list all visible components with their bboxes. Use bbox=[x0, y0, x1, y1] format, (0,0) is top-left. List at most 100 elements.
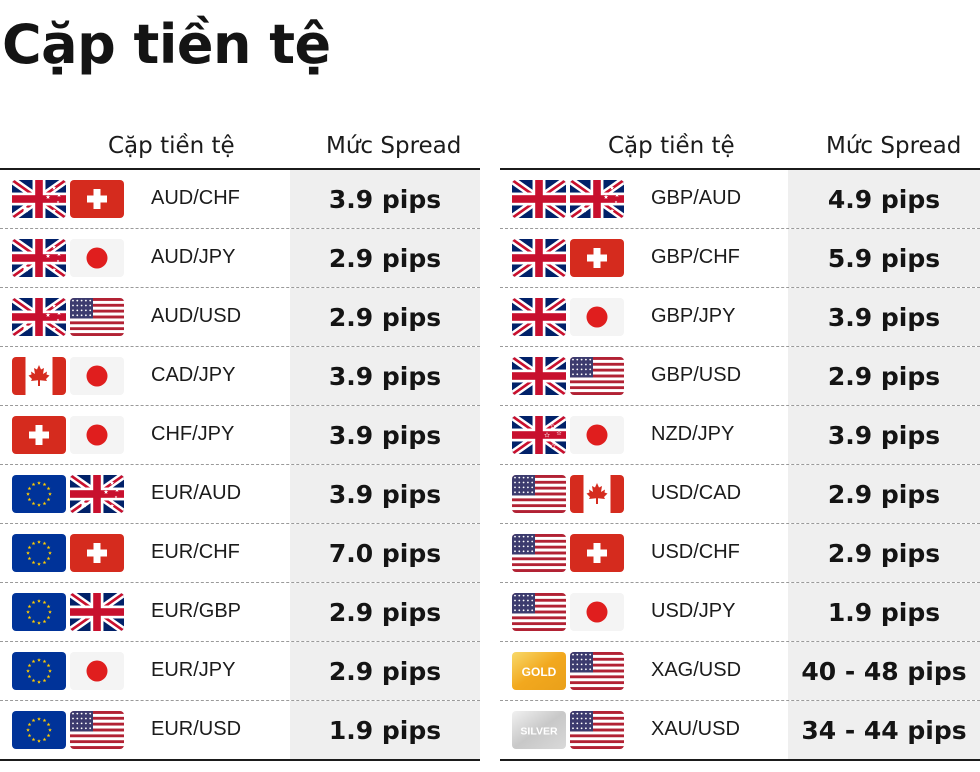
currency-pair: AUD/USD bbox=[151, 305, 242, 327]
spread-value: 34 - 44 pips bbox=[788, 701, 980, 759]
table-row: GBP/JPY 3.9 pips bbox=[500, 288, 980, 347]
currency-pair: EUR/GBP bbox=[151, 600, 242, 622]
japan-flag-icon bbox=[70, 416, 124, 454]
uk-flag-icon bbox=[512, 298, 566, 336]
usa-flag-icon bbox=[70, 298, 124, 336]
flag-pair bbox=[12, 239, 126, 277]
currency-pair: EUR/AUD bbox=[151, 482, 242, 504]
switzerland-flag-icon bbox=[70, 180, 124, 218]
usa-flag-icon bbox=[570, 652, 624, 690]
spread-value: 3.9 pips bbox=[290, 406, 480, 464]
table-row: EUR/GBP 2.9 pips bbox=[0, 583, 480, 642]
uk-flag-icon bbox=[512, 239, 566, 277]
flag-pair bbox=[12, 357, 126, 395]
usa-flag-icon bbox=[570, 711, 624, 749]
table-row: GOLD XAG/USD 40 - 48 pips bbox=[500, 642, 980, 701]
table-row: USD/CAD 2.9 pips bbox=[500, 465, 980, 524]
japan-flag-icon bbox=[70, 652, 124, 690]
flag-pair bbox=[512, 357, 626, 395]
table-row: AUD/JPY 2.9 pips bbox=[0, 229, 480, 288]
table-row: EUR/CHF 7.0 pips bbox=[0, 524, 480, 583]
spread-value: 2.9 pips bbox=[290, 288, 480, 346]
table-row: EUR/AUD 3.9 pips bbox=[0, 465, 480, 524]
table-row: NZD/JPY 3.9 pips bbox=[500, 406, 980, 465]
new-zealand-flag-icon bbox=[512, 416, 566, 454]
flag-pair bbox=[512, 534, 626, 572]
table-row: GBP/AUD 4.9 pips bbox=[500, 170, 980, 229]
table-row: AUD/USD 2.9 pips bbox=[0, 288, 480, 347]
currency-pair: EUR/JPY bbox=[151, 659, 236, 681]
silver-badge-label: SILVER bbox=[520, 726, 558, 738]
gold-badge-icon: GOLD bbox=[512, 652, 566, 690]
flag-pair bbox=[512, 416, 626, 454]
currency-pair: GBP/CHF bbox=[651, 246, 740, 268]
usa-flag-icon bbox=[512, 475, 566, 513]
flag-pair bbox=[512, 180, 626, 218]
switzerland-flag-icon bbox=[12, 416, 66, 454]
currency-pair: USD/CAD bbox=[651, 482, 742, 504]
australia-flag-icon bbox=[70, 475, 124, 513]
flag-pair bbox=[512, 475, 626, 513]
column-header-spread: Mức Spread bbox=[826, 133, 962, 159]
currency-pair: CHF/JPY bbox=[151, 423, 235, 445]
table-header: Cặp tiền tệ Mức Spread bbox=[0, 128, 480, 170]
flag-pair bbox=[12, 652, 126, 690]
canada-flag-icon bbox=[12, 357, 66, 395]
flag-pair bbox=[12, 593, 126, 631]
flag-pair: GOLD bbox=[512, 652, 626, 690]
table-row: USD/JPY 1.9 pips bbox=[500, 583, 980, 642]
currency-pair: GBP/USD bbox=[651, 364, 742, 386]
eu-flag-icon bbox=[12, 593, 66, 631]
table-body: GBP/AUD 4.9 pips GBP/CHF 5.9 pips GBP/JPY 3… bbox=[500, 170, 980, 761]
gold-badge-label: GOLD bbox=[522, 665, 557, 679]
australia-flag-icon bbox=[570, 180, 624, 218]
australia-flag-icon bbox=[12, 239, 66, 277]
table-row: SILVER XAU/USD 34 - 44 pips bbox=[500, 701, 980, 761]
spread-value: 3.9 pips bbox=[290, 465, 480, 523]
eu-flag-icon bbox=[12, 534, 66, 572]
spread-value: 5.9 pips bbox=[788, 229, 980, 287]
column-header-spread: Mức Spread bbox=[326, 133, 462, 159]
canada-flag-icon bbox=[570, 475, 624, 513]
usa-flag-icon bbox=[70, 711, 124, 749]
spread-value: 2.9 pips bbox=[788, 465, 980, 523]
eu-flag-icon bbox=[12, 652, 66, 690]
spread-value: 1.9 pips bbox=[788, 583, 980, 641]
spread-table-left: Cặp tiền tệ Mức Spread AUD/CHF 3.9 pips A… bbox=[0, 128, 480, 761]
flag-pair bbox=[12, 416, 126, 454]
japan-flag-icon bbox=[570, 416, 624, 454]
flag-pair bbox=[512, 298, 626, 336]
spread-value: 4.9 pips bbox=[788, 170, 980, 228]
currency-pair: GBP/JPY bbox=[651, 305, 736, 327]
currency-pair: EUR/CHF bbox=[151, 541, 240, 563]
flag-pair bbox=[512, 239, 626, 277]
currency-pair: USD/CHF bbox=[651, 541, 740, 563]
currency-pair: AUD/CHF bbox=[151, 187, 240, 209]
spread-value: 1.9 pips bbox=[290, 701, 480, 759]
table-header: Cặp tiền tệ Mức Spread bbox=[500, 128, 980, 170]
uk-flag-icon bbox=[70, 593, 124, 631]
table-row: CHF/JPY 3.9 pips bbox=[0, 406, 480, 465]
spread-value: 3.9 pips bbox=[290, 170, 480, 228]
spread-value: 7.0 pips bbox=[290, 524, 480, 582]
flag-pair bbox=[12, 475, 126, 513]
spread-value: 2.9 pips bbox=[290, 229, 480, 287]
table-row: USD/CHF 2.9 pips bbox=[500, 524, 980, 583]
column-header-pair: Cặp tiền tệ bbox=[108, 133, 235, 159]
currency-pair: NZD/JPY bbox=[651, 423, 735, 445]
currency-pair: XAG/USD bbox=[651, 659, 742, 681]
australia-flag-icon bbox=[12, 298, 66, 336]
switzerland-flag-icon bbox=[570, 534, 624, 572]
japan-flag-icon bbox=[570, 593, 624, 631]
silver-badge-icon: SILVER bbox=[512, 711, 566, 749]
eu-flag-icon bbox=[12, 475, 66, 513]
japan-flag-icon bbox=[570, 298, 624, 336]
spread-value: 2.9 pips bbox=[788, 524, 980, 582]
flag-pair bbox=[12, 298, 126, 336]
currency-pair: GBP/AUD bbox=[651, 187, 742, 209]
table-row: AUD/CHF 3.9 pips bbox=[0, 170, 480, 229]
table-row: CAD/JPY 3.9 pips bbox=[0, 347, 480, 406]
japan-flag-icon bbox=[70, 357, 124, 395]
currency-pair: USD/JPY bbox=[651, 600, 736, 622]
spread-value: 40 - 48 pips bbox=[788, 642, 980, 700]
